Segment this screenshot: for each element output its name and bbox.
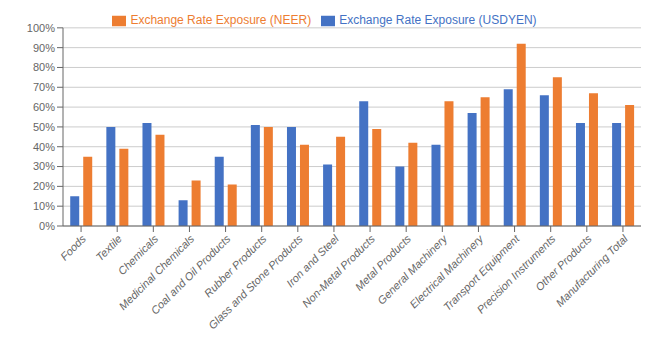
svg-text:Textile: Textile (93, 232, 124, 263)
svg-text:Iron and Steel: Iron and Steel (284, 232, 341, 290)
html-text:Exchange Rate Exposure (USDYEN: Exchange Rate Exposure (USDYEN) (339, 13, 537, 27)
svg-text:80%: 80% (33, 61, 55, 73)
svg-text:30%: 30% (33, 160, 55, 172)
svg-text:Manufacturing Total: Manufacturing Total (553, 232, 630, 309)
svg-text:Other Products: Other Products (532, 232, 594, 294)
svg-text:Metal Products: Metal Products (352, 232, 414, 293)
svg-text:Glass and Stone Products: Glass and Stone Products (205, 232, 305, 332)
svg-text:Electrical Machinery: Electrical Machinery (407, 232, 486, 311)
svg-text:Rubber Products: Rubber Products (202, 232, 269, 299)
svg-text:Non-Metal Products: Non-Metal Products (299, 232, 377, 310)
svg-text:General Machinery: General Machinery (375, 232, 450, 307)
svg-text:100%: 100% (27, 22, 55, 34)
svg-text:0%: 0% (39, 220, 55, 232)
svg-text:50%: 50% (33, 121, 55, 133)
svg-text:Transport Equipment: Transport Equipment (441, 232, 522, 313)
svg-text:60%: 60% (33, 101, 55, 113)
svg-text:Foods: Foods (58, 232, 88, 262)
svg-text:Chemicals: Chemicals (115, 232, 161, 278)
svg-text:20%: 20% (33, 180, 55, 192)
svg-text:90%: 90% (33, 42, 55, 54)
svg-text:40%: 40% (33, 141, 55, 153)
svg-text:Precision Instruments: Precision Instruments (474, 232, 558, 316)
svg-text:10%: 10% (33, 200, 55, 212)
svg-text:Coal and Oil Products: Coal and Oil Products (148, 232, 233, 317)
svg-text:70%: 70% (33, 81, 55, 93)
svg-text:Medicinal Chemicals: Medicinal Chemicals (116, 232, 197, 313)
html-text:Exchange Rate Exposure (NEER): Exchange Rate Exposure (NEER) (130, 13, 312, 27)
